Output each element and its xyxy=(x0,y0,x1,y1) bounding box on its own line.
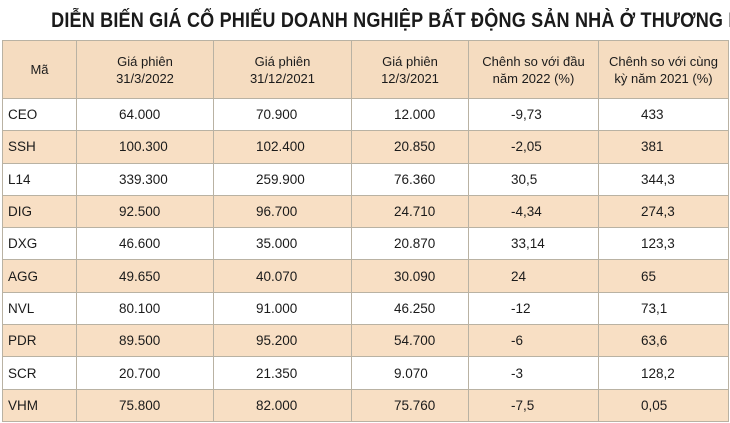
value-cell: 96.700 xyxy=(213,194,352,229)
value-cell: -2,05 xyxy=(468,130,599,164)
value-cell: 20.870 xyxy=(351,227,469,261)
value-cell: 20.850 xyxy=(351,130,469,164)
value-cell: 259.900 xyxy=(213,162,352,196)
table-row: VHM 75.800 82.000 75.760 -7,5 0,05 xyxy=(2,388,729,422)
value-cell: 30.090 xyxy=(351,259,469,293)
value-cell: 102.400 xyxy=(213,130,352,164)
table-row: NVL 80.100 91.000 46.250 -12 73,1 xyxy=(2,291,729,326)
value-cell: 70.900 xyxy=(213,97,352,132)
table-row: SSH 100.300 102.400 20.850 -2,05 381 xyxy=(2,130,729,164)
ticker-cell: SSH xyxy=(2,130,77,164)
value-cell: 24 xyxy=(468,259,599,293)
ticker-cell: AGG xyxy=(2,259,77,293)
table-row: SCR 20.700 21.350 9.070 -3 128,2 xyxy=(2,356,729,390)
ticker-cell: VHM xyxy=(2,388,77,422)
stock-price-table: Mã Giá phiên 31/3/2022 Giá phiên 31/12/2021 G… xyxy=(2,40,729,422)
value-cell: 123,3 xyxy=(598,227,729,261)
value-cell: 89.500 xyxy=(76,324,214,358)
value-cell: 75.760 xyxy=(351,388,469,422)
table-row: DXG 46.600 35.000 20.870 33,14 123,3 xyxy=(2,227,729,261)
table-row: PDR 89.500 95.200 54.700 -6 63,6 xyxy=(2,324,729,358)
value-cell: 46.600 xyxy=(76,227,214,261)
table-body: CEO 64.000 70.900 12.000 -9,73 433 SSH 100.300 1… xyxy=(2,97,729,422)
table-row: AGG 49.650 40.070 30.090 24 65 xyxy=(2,259,729,293)
value-cell: 20.700 xyxy=(76,356,214,390)
value-cell: 95.200 xyxy=(213,324,352,358)
value-cell: 35.000 xyxy=(213,227,352,261)
column-header-2: Giá phiên 31/12/2021 xyxy=(213,40,352,99)
value-cell: 33,14 xyxy=(468,227,599,261)
value-cell: 128,2 xyxy=(598,356,729,390)
table-title: DIỄN BIẾN GIÁ CỔ PHIẾU DOANH NGHIỆP BẤT … xyxy=(51,9,730,32)
column-header-0: Mã xyxy=(2,40,77,99)
value-cell: 75.800 xyxy=(76,388,214,422)
value-cell: 21.350 xyxy=(213,356,352,390)
value-cell: -4,34 xyxy=(468,194,599,229)
value-cell: 9.070 xyxy=(351,356,469,390)
ticker-cell: L14 xyxy=(2,162,77,196)
value-cell: 40.070 xyxy=(213,259,352,293)
column-header-3: Giá phiên 12/3/2021 xyxy=(351,40,469,99)
header-row: Mã Giá phiên 31/3/2022 Giá phiên 31/12/2021 G… xyxy=(2,40,729,99)
value-cell: 24.710 xyxy=(351,194,469,229)
value-cell: 82.000 xyxy=(213,388,352,422)
value-cell: -12 xyxy=(468,291,599,326)
value-cell: 46.250 xyxy=(351,291,469,326)
table-row: CEO 64.000 70.900 12.000 -9,73 433 xyxy=(2,97,729,132)
ticker-cell: NVL xyxy=(2,291,77,326)
value-cell: 49.650 xyxy=(76,259,214,293)
value-cell: -7,5 xyxy=(468,388,599,422)
value-cell: 76.360 xyxy=(351,162,469,196)
value-cell: 91.000 xyxy=(213,291,352,326)
value-cell: 30,5 xyxy=(468,162,599,196)
value-cell: 54.700 xyxy=(351,324,469,358)
value-cell: 381 xyxy=(598,130,729,164)
value-cell: -9,73 xyxy=(468,97,599,132)
value-cell: -6 xyxy=(468,324,599,358)
ticker-cell: SCR xyxy=(2,356,77,390)
value-cell: 0,05 xyxy=(598,388,729,422)
value-cell: 433 xyxy=(598,97,729,132)
ticker-cell: PDR xyxy=(2,324,77,358)
table-row: L14 339.300 259.900 76.360 30,5 344,3 xyxy=(2,162,729,196)
value-cell: 64.000 xyxy=(76,97,214,132)
ticker-cell: DIG xyxy=(2,194,77,229)
column-header-4: Chênh so với đầu năm 2022 (%) xyxy=(468,40,599,99)
value-cell: 73,1 xyxy=(598,291,729,326)
ticker-cell: DXG xyxy=(2,227,77,261)
value-cell: -3 xyxy=(468,356,599,390)
table-row: DIG 92.500 96.700 24.710 -4,34 274,3 xyxy=(2,194,729,229)
value-cell: 339.300 xyxy=(76,162,214,196)
value-cell: 65 xyxy=(598,259,729,293)
value-cell: 344,3 xyxy=(598,162,729,196)
value-cell: 92.500 xyxy=(76,194,214,229)
column-header-5: Chênh so với cùng kỳ năm 2021 (%) xyxy=(598,40,729,99)
ticker-cell: CEO xyxy=(2,97,77,132)
value-cell: 274,3 xyxy=(598,194,729,229)
value-cell: 80.100 xyxy=(76,291,214,326)
column-header-1: Giá phiên 31/3/2022 xyxy=(76,40,214,99)
value-cell: 12.000 xyxy=(351,97,469,132)
value-cell: 63,6 xyxy=(598,324,729,358)
value-cell: 100.300 xyxy=(76,130,214,164)
